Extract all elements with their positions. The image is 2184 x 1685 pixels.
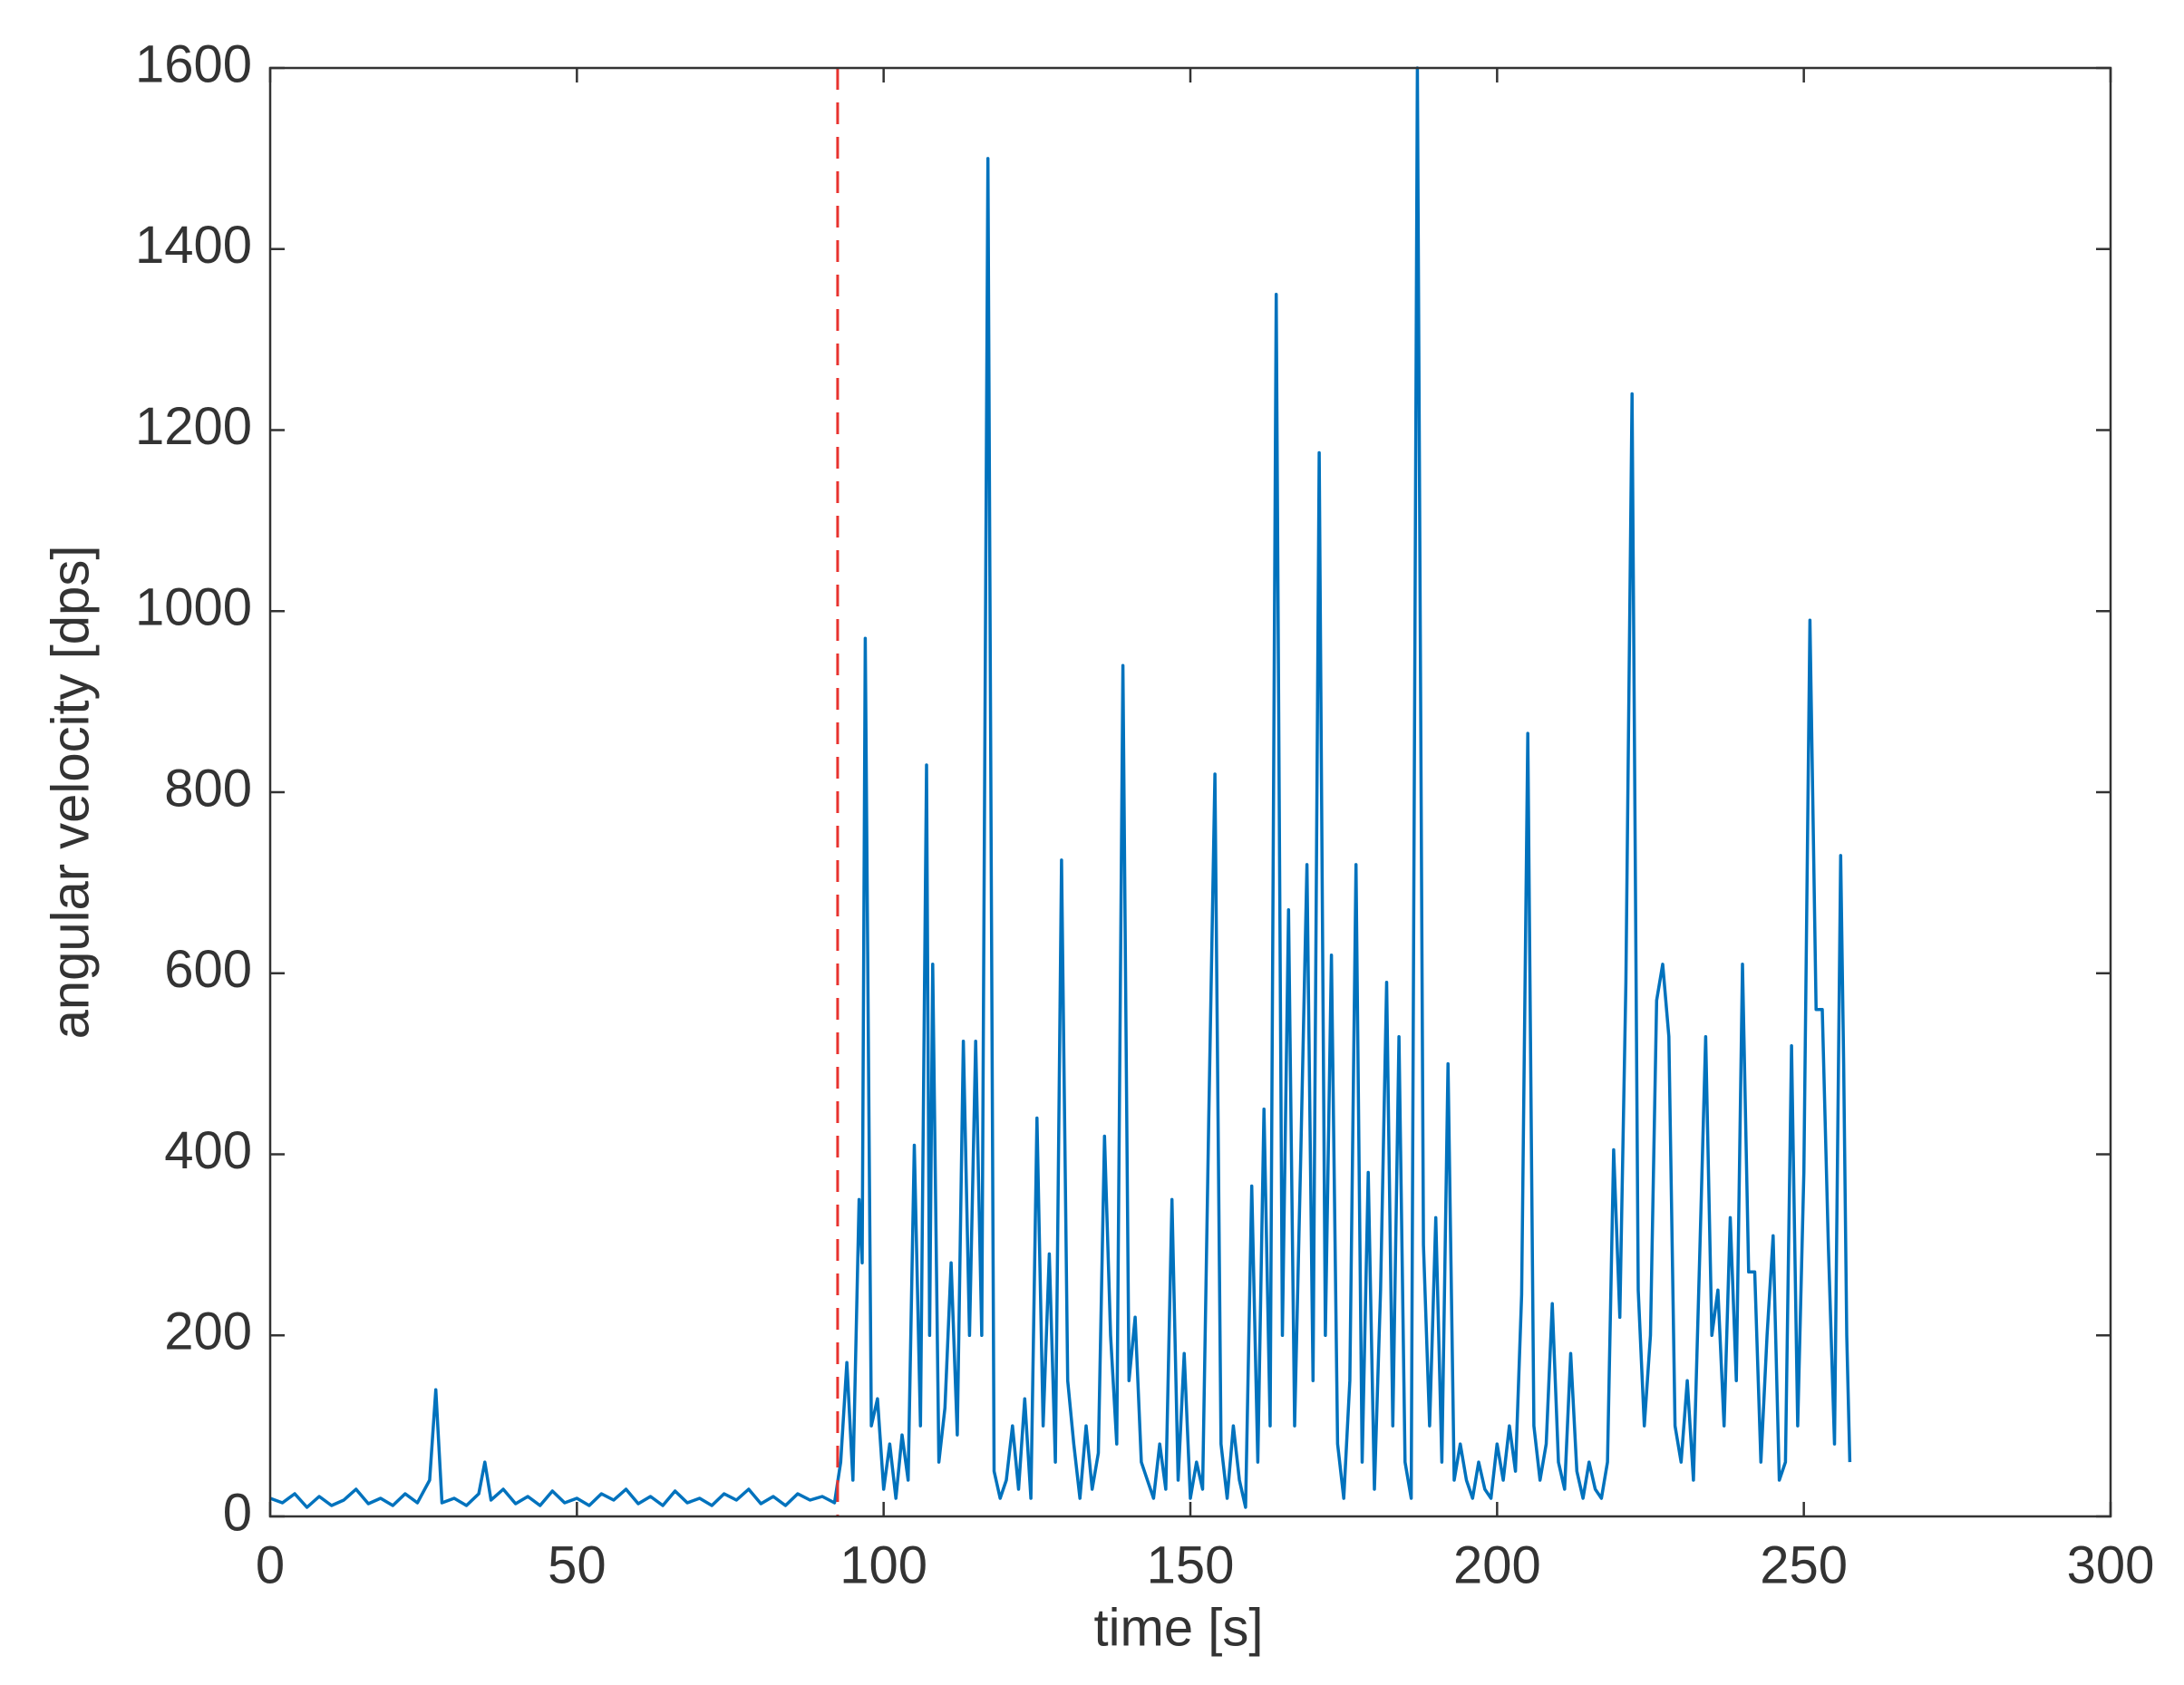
y-tick-label: 1000 [135, 578, 252, 637]
y-tick-label: 1400 [135, 216, 252, 275]
y-tick-label: 1200 [135, 397, 252, 456]
y-tick-label: 0 [223, 1483, 252, 1542]
x-tick-label: 200 [1453, 1535, 1541, 1594]
x-tick-label: 50 [548, 1535, 607, 1594]
y-tick-label: 800 [164, 759, 252, 818]
x-tick-label: 250 [1760, 1535, 1848, 1594]
x-tick-label: 300 [2067, 1535, 2155, 1594]
data-line [269, 66, 1852, 1509]
x-tick-label: 0 [256, 1535, 285, 1594]
y-tick-label: 1600 [135, 34, 252, 93]
x-axis-label: time [s] [1094, 1598, 1264, 1657]
x-tick-label: 150 [1147, 1535, 1235, 1594]
y-tick-label: 600 [164, 940, 252, 999]
y-tick-label: 400 [164, 1121, 252, 1180]
y-tick-label: 200 [164, 1302, 252, 1361]
x-tick-label: 100 [840, 1535, 927, 1594]
y-axis-label: angular velocity [dps] [41, 546, 100, 1040]
